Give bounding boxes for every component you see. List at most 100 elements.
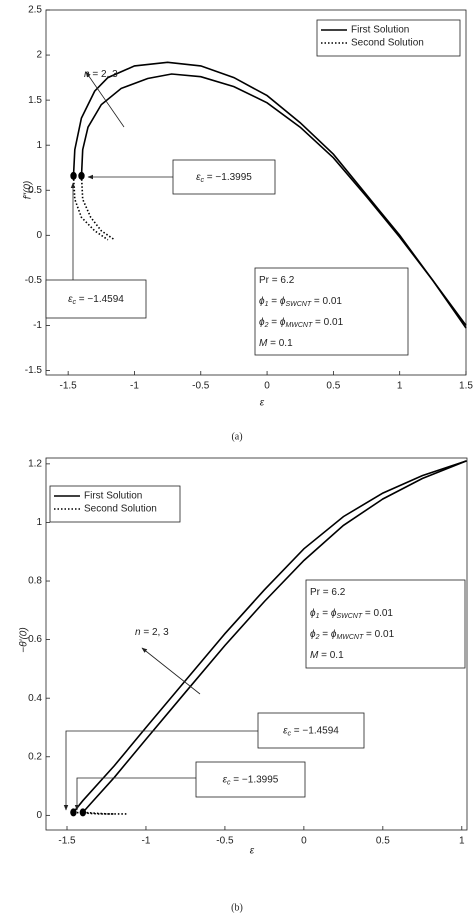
critical-point [70, 171, 77, 180]
critical-label: εc = −1.4594 [283, 725, 339, 738]
text-part: ϕ [331, 608, 337, 619]
text-part: n [135, 627, 141, 638]
text-part: ϕ [259, 317, 265, 328]
text-part: 1 [265, 301, 269, 308]
text-part: = 0.01 [312, 317, 343, 328]
curve [82, 460, 467, 813]
parameter-box [254, 267, 409, 356]
text-part: ϕ [310, 608, 316, 619]
pointer-arrow [63, 730, 258, 811]
x-tick-label: -1.5 [60, 381, 78, 392]
text-part: MWCNT [336, 634, 364, 641]
text-part: Pr = 6.2 [259, 275, 295, 286]
curve [72, 175, 109, 241]
text-part: = 0.01 [311, 296, 342, 307]
critical-label: εc = −1.3995 [223, 774, 279, 787]
text-part: 2 [315, 634, 320, 641]
legend-label: Second Solution [351, 38, 424, 49]
legend-label: First Solution [84, 491, 142, 502]
text-part: = 2, 3 [141, 627, 170, 638]
critical-point [78, 171, 85, 180]
text-part: c [201, 177, 205, 184]
text-part: = [268, 317, 279, 328]
parameter-line: M = 0.1 [259, 338, 293, 349]
critical-box [195, 761, 306, 798]
pointer-arrow [74, 777, 196, 811]
curve [72, 61, 467, 329]
text-part: 2 [264, 322, 269, 329]
x-tick-label: -0.5 [216, 836, 234, 847]
text-part: ϕ [310, 629, 316, 640]
critical-box [45, 279, 147, 319]
legend-box [316, 19, 461, 57]
text-part: = 0.1 [267, 338, 293, 349]
n-label: n = 2, 3 [135, 627, 169, 638]
parameter-line: M = 0.1 [310, 650, 344, 661]
text-part: c [288, 731, 292, 738]
x-tick-label: -1.5 [58, 836, 76, 847]
y-tick-label: 0.4 [28, 693, 42, 704]
text-part: SWCNT [285, 301, 311, 308]
text-part: = −1.4594 [291, 725, 339, 736]
parameter-line: ϕ1 = ϕSWCNT = 0.01 [310, 608, 393, 621]
text-part: ε [196, 172, 201, 183]
x-tick-label: 0.5 [326, 381, 340, 392]
y-tick-label: -0.5 [25, 275, 43, 286]
legend-box [49, 485, 181, 523]
critical-label: εc = −1.4594 [68, 294, 124, 307]
y-tick-label: 1 [36, 140, 42, 151]
curve [82, 811, 127, 815]
x-axis-label: ε [260, 398, 265, 409]
parameter-line: Pr = 6.2 [259, 275, 295, 286]
y-tick-label: -1 [33, 320, 42, 331]
text-part: = 2, 3 [90, 69, 119, 80]
text-part: ϕ [280, 317, 286, 328]
y-tick-label: 0 [36, 810, 42, 821]
text-part: = −1.4594 [76, 294, 124, 305]
y-tick-label: -1.5 [25, 365, 43, 376]
text-part: ϕ [280, 296, 286, 307]
parameter-line: ϕ2 = ϕMWCNT = 0.01 [310, 629, 395, 642]
text-part: c [227, 780, 231, 787]
x-tick-label: 0.5 [376, 836, 390, 847]
critical-label: εc = −1.3995 [196, 172, 252, 185]
y-tick-label: 1 [36, 517, 42, 528]
x-tick-label: 0 [301, 836, 307, 847]
n-label: n = 2, 3 [84, 69, 118, 80]
plot-frame [45, 457, 468, 831]
text-part: = 0.01 [363, 629, 394, 640]
x-tick-label: 1.5 [459, 381, 473, 392]
text-part: 1 [316, 613, 320, 620]
y-axis-label: f″(0) [23, 181, 34, 200]
curve [72, 460, 467, 813]
text-part: ε [283, 725, 288, 736]
parameter-box [305, 579, 466, 669]
parameter-line: ϕ1 = ϕSWCNT = 0.01 [259, 296, 342, 309]
parameter-line: Pr = 6.2 [310, 587, 346, 598]
critical-box [172, 159, 276, 195]
x-tick-label: 0 [264, 381, 270, 392]
text-part: MWCNT [285, 322, 313, 329]
text-part: = −1.3995 [204, 172, 252, 183]
x-tick-label: 1 [397, 381, 403, 392]
text-part: = [319, 629, 330, 640]
x-axis-label: ε [250, 846, 255, 857]
y-axis-label: −θ′(0) [19, 627, 30, 652]
y-tick-label: 0 [36, 230, 42, 241]
y-tick-label: 1.2 [28, 458, 42, 469]
critical-point [79, 808, 87, 817]
critical-point [70, 808, 77, 817]
curve [80, 175, 116, 241]
critical-box [257, 712, 365, 749]
y-tick-label: 2.5 [28, 5, 42, 16]
text-part: c [73, 299, 77, 306]
trend-arrow [141, 647, 201, 695]
y-tick-label: 0.6 [28, 634, 42, 645]
text-part: = 0.01 [362, 608, 393, 619]
text-part: SWCNT [336, 613, 362, 620]
x-tick-label: -1 [142, 836, 151, 847]
text-part: ε [223, 774, 228, 785]
text-part: ϕ [259, 296, 265, 307]
